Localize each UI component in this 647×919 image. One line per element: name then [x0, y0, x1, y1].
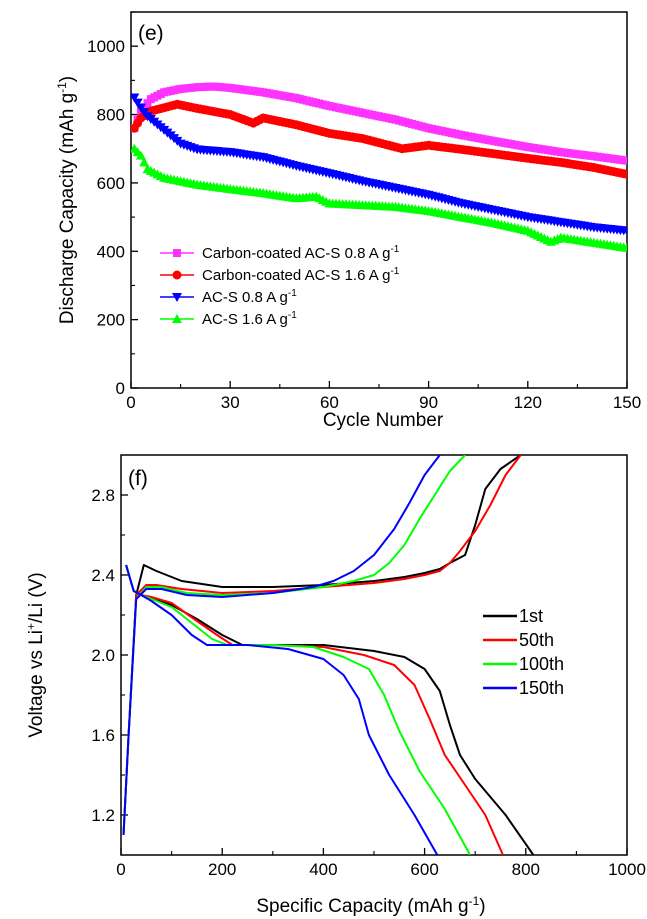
legend-item-150th: 150th	[483, 678, 564, 698]
y-tick-label: 1.6	[91, 726, 115, 745]
y-tick-label: 200	[97, 311, 125, 330]
panel-f-y-axis-title-main: Voltage vs Li	[26, 630, 47, 738]
panel-e-label: (e)	[138, 22, 164, 45]
x-tick-label: 120	[514, 393, 542, 412]
y-tick-label: 1.2	[91, 806, 115, 825]
legend-swatch-marker	[172, 314, 182, 323]
legend-label-main: Carbon-coated AC-S 1.6 A g	[202, 267, 390, 284]
panel-f-x-axis-title: Specific Capacity (mAh g-1)	[256, 894, 485, 917]
data-point	[622, 226, 627, 236]
data-point	[132, 98, 143, 108]
y-tick-label: 800	[97, 106, 125, 125]
discharge-curve	[125, 564, 439, 855]
x-tick-label: 0	[116, 860, 125, 879]
legend-label-main: AC-S 1.6 A g	[202, 311, 288, 328]
data-point	[139, 157, 150, 167]
y-tick-label: 2.0	[91, 646, 115, 665]
panel-e-plot-frame	[130, 11, 628, 389]
legend-swatch-marker	[173, 249, 181, 257]
y-tick-label: 2.8	[91, 486, 115, 505]
x-tick-label: 800	[512, 860, 540, 879]
panel-e: 0 30 60 90 120 150 0 200 400 600 800 1000 (e) Carbo…	[55, 11, 641, 431]
legend-item-50th: 50th	[483, 630, 554, 650]
legend-label: Carbon-coated AC-S 0.8 A g-1	[202, 244, 400, 262]
data-point	[131, 93, 140, 103]
data-point	[622, 242, 627, 252]
legend-label-sup: -1	[390, 266, 399, 277]
discharge-curve	[125, 564, 535, 855]
panel-e-x-axis-title: Cycle Number	[323, 410, 444, 431]
legend-label: 1st	[519, 606, 543, 626]
panel-f-legend: 1st 50th 100th 150th	[483, 606, 564, 698]
charge-curve	[122, 455, 522, 836]
legend-label-main: Carbon-coated AC-S 0.8 A g	[202, 245, 390, 262]
y-tick-label: 0	[116, 379, 125, 398]
panel-e-y-axis-title-main: Discharge Capacity (mAh g	[57, 93, 78, 324]
legend-label: AC-S 0.8 A g-1	[202, 288, 297, 306]
legend-label-sup: -1	[288, 288, 297, 299]
legend-swatch-marker	[172, 270, 182, 280]
y-tick-label: 1000	[87, 37, 125, 56]
legend-item-1st: 1st	[483, 606, 543, 626]
x-tick-label: 600	[410, 860, 438, 879]
legend-label: 100th	[519, 654, 564, 674]
series-3	[131, 93, 627, 236]
panel-f-y-axis-title: Voltage vs Li+/Li (V)	[24, 572, 47, 737]
charge-curve	[122, 455, 522, 836]
legend-item-100th: 100th	[483, 654, 564, 674]
legend-label: AC-S 1.6 A g-1	[202, 310, 297, 328]
panel-f-x-axis-title-main: Specific Capacity (mAh g	[256, 896, 468, 917]
panel-e-legend: Carbon-coated AC-S 0.8 A g-1Carbon-coate…	[160, 244, 400, 328]
panel-f: 0 200 400 600 800 1000 1.2 1.6 2.0 2.4 2.8 (f) 1st…	[24, 454, 646, 917]
panel-f-y-axis-title-tail: /Li (V)	[26, 572, 47, 623]
legend-item-4: AC-S 1.6 A g-1	[160, 310, 297, 328]
series-150th	[122, 455, 441, 855]
panel-f-x-axis-title-tail: )	[479, 896, 485, 917]
x-tick-label: 90	[419, 393, 438, 412]
panel-e-y-axis-title-tail: )	[57, 76, 78, 82]
x-tick-label: 60	[320, 393, 339, 412]
x-tick-label: 1000	[608, 860, 646, 879]
x-tick-label: 400	[309, 860, 337, 879]
y-tick-label: 400	[97, 242, 125, 261]
series-2	[131, 99, 627, 179]
panel-e-ticks: 0 30 60 90 120 150 0 200 400 600 800 1000	[87, 11, 641, 412]
y-tick-label: 2.4	[91, 566, 115, 585]
x-tick-label: 200	[208, 860, 236, 879]
panel-e-y-axis-title: Discharge Capacity (mAh g-1)	[55, 76, 78, 324]
charge-curve	[122, 455, 441, 836]
series-4	[131, 143, 627, 252]
discharge-curve	[125, 564, 471, 855]
x-tick-label: 0	[126, 393, 135, 412]
series-100th	[122, 455, 471, 855]
data-point	[623, 156, 627, 165]
series-1	[131, 82, 627, 165]
legend-label-sup: -1	[288, 310, 297, 321]
panel-e-y-axis-title-sup: -1	[55, 82, 69, 93]
y-tick-label: 600	[97, 174, 125, 193]
panel-f-y-axis-title-sup: +	[24, 623, 38, 630]
legend-label: 50th	[519, 630, 554, 650]
legend-label: Carbon-coated AC-S 1.6 A g-1	[202, 266, 400, 284]
legend-label: 150th	[519, 678, 564, 698]
x-tick-label: 30	[221, 393, 240, 412]
series-50th	[122, 455, 522, 855]
data-point	[135, 150, 146, 160]
panel-f-x-axis-title-sup: -1	[469, 894, 480, 908]
panel-f-ticks: 0 200 400 600 800 1000 1.2 1.6 2.0 2.4 2.8	[91, 486, 646, 879]
x-tick-label: 150	[613, 393, 641, 412]
data-point	[622, 169, 627, 179]
panel-e-series	[131, 82, 627, 252]
legend-item-1: Carbon-coated AC-S 0.8 A g-1	[160, 244, 400, 262]
panel-f-label: (f)	[128, 467, 148, 490]
legend-item-2: Carbon-coated AC-S 1.6 A g-1	[160, 266, 400, 284]
legend-swatch-marker	[172, 293, 182, 302]
panel-f-series	[122, 455, 535, 855]
legend-label-main: AC-S 0.8 A g	[202, 289, 288, 306]
legend-item-3: AC-S 0.8 A g-1	[160, 288, 297, 306]
series-1st	[122, 455, 535, 855]
legend-label-sup: -1	[390, 244, 399, 255]
